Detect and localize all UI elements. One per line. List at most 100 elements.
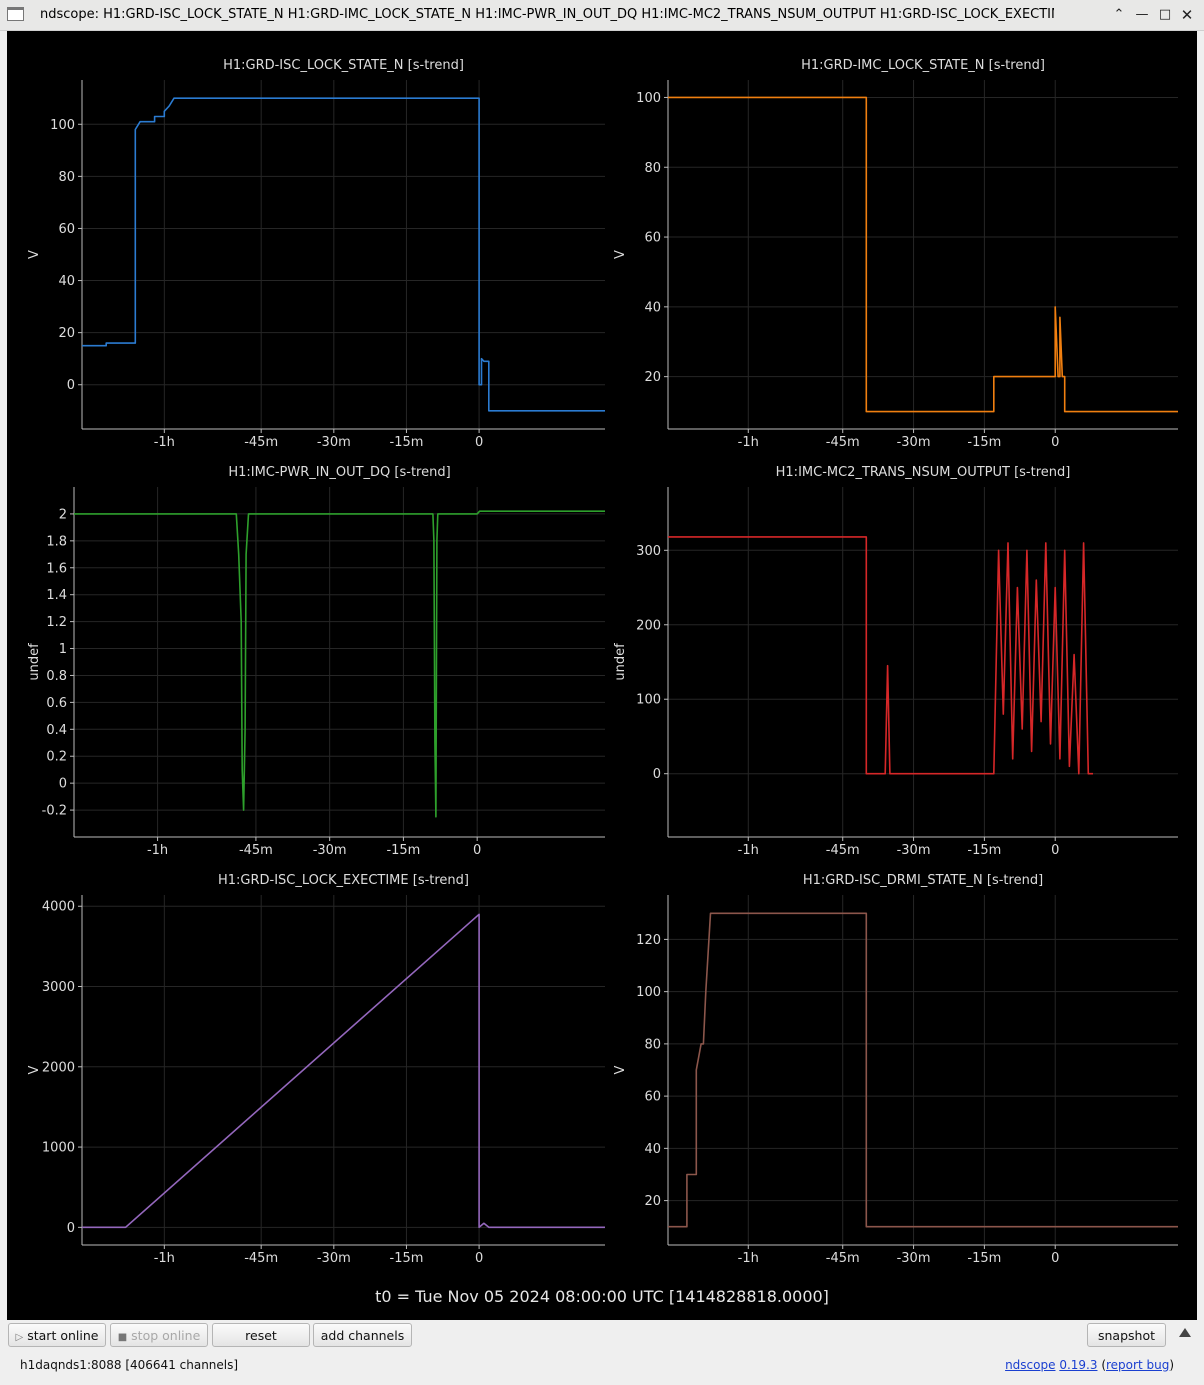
x-tick-label: -45m [826, 843, 860, 858]
x-tick-label: -45m [826, 1251, 860, 1266]
y-tick-label: 1 [59, 642, 67, 657]
y-tick-label: 40 [644, 300, 661, 315]
y-axis-label: V [613, 1065, 628, 1074]
y-tick-label: 1.8 [46, 534, 67, 549]
collapse-icon[interactable] [1179, 1328, 1191, 1337]
x-tick-label: -30m [317, 1251, 351, 1266]
y-tick-label: 60 [644, 1090, 661, 1105]
minimize-icon[interactable]: — [1135, 7, 1149, 22]
x-tick-label: -15m [967, 435, 1001, 450]
y-tick-label: 0.4 [46, 723, 67, 738]
y-tick-label: 0 [67, 1221, 75, 1236]
y-tick-label: 0.2 [46, 750, 67, 765]
y-tick-label: 1.6 [46, 561, 67, 576]
y-tick-label: 120 [636, 933, 661, 948]
stop-icon: ■ [117, 1332, 128, 1343]
y-tick-label: 100 [636, 693, 661, 708]
x-tick-label: -15m [967, 1251, 1001, 1266]
x-tick-label: 0 [1051, 435, 1059, 450]
x-tick-label: 0 [1051, 1251, 1059, 1266]
x-tick-label: -1h [738, 1251, 759, 1266]
y-tick-label: 40 [644, 1142, 661, 1157]
plot-title: H1:GRD-ISC_LOCK_STATE_N [s-trend] [223, 58, 464, 73]
x-tick-label: 0 [475, 435, 483, 450]
x-tick-label: -30m [313, 843, 347, 858]
y-tick-label: 0 [653, 767, 661, 782]
x-tick-label: -1h [147, 843, 168, 858]
x-tick-label: -45m [826, 435, 860, 450]
y-tick-label: 40 [58, 274, 75, 289]
x-tick-label: 0 [473, 843, 481, 858]
x-tick-label: -45m [239, 843, 273, 858]
data-trace [82, 97, 605, 412]
y-axis-label: V [613, 250, 628, 259]
window-title: ndscope: H1:GRD-ISC_LOCK_STATE_N H1:GRD-… [40, 7, 1054, 22]
start-online-button[interactable]: ▷ start online [8, 1323, 106, 1347]
y-tick-label: 200 [636, 618, 661, 633]
server-status: h1daqnds1:8088 [406641 channels] [20, 1358, 239, 1372]
y-tick-label: 300 [636, 544, 661, 559]
version-link[interactable]: 0.19.3 [1059, 1358, 1098, 1372]
data-trace [668, 536, 1093, 775]
t0-label: t0 = Tue Nov 05 2024 08:00:00 UTC [14148… [375, 1287, 829, 1306]
plot-area[interactable]: -1h -45m -30m -15m 0 0 20 40 60 80 100 H1:GRD-ISC_L… [7, 31, 1197, 1320]
y-axis-label: undef [27, 643, 42, 681]
x-tick-label: -30m [317, 435, 351, 450]
x-tick-label: -45m [244, 435, 278, 450]
reset-button[interactable]: reset [212, 1323, 310, 1347]
plots-canvas[interactable]: -1h -45m -30m -15m 0020406080100H1:GRD-ISC_L… [7, 31, 1197, 1320]
y-tick-label: 20 [644, 1194, 661, 1209]
x-tick-label: -30m [897, 843, 931, 858]
x-tick-label: -30m [897, 1251, 931, 1266]
x-tick-label: 0 [475, 1251, 483, 1266]
y-tick-label: 20 [644, 370, 661, 385]
y-tick-label: 3000 [42, 980, 75, 995]
y-tick-label: 20 [58, 326, 75, 341]
y-tick-label: 2000 [42, 1060, 75, 1075]
x-tick-label: -1h [154, 1251, 175, 1266]
y-tick-label: 1.2 [46, 615, 67, 630]
version-info: ndscope 0.19.3 (report bug) [1005, 1358, 1174, 1372]
x-tick-label: -15m [390, 1251, 424, 1266]
x-tick-label: -1h [738, 435, 759, 450]
snapshot-button[interactable]: snapshot [1087, 1323, 1166, 1347]
y-axis-label: V [27, 1065, 42, 1074]
y-tick-label: 100 [636, 985, 661, 1000]
title-bar: ndscope: H1:GRD-ISC_LOCK_STATE_N H1:GRD-… [0, 0, 1204, 31]
chevron-up-icon[interactable]: ⌃ [1113, 7, 1125, 22]
plot-title: H1:IMC-PWR_IN_OUT_DQ [s-trend] [228, 465, 450, 480]
plot-title: H1:GRD-ISC_LOCK_EXECTIME [s-trend] [218, 873, 469, 888]
x-tick-label: -1h [738, 843, 759, 858]
y-tick-label: 0.6 [46, 696, 67, 711]
y-tick-label: 1.4 [46, 588, 67, 603]
x-tick-label: -15m [967, 843, 1001, 858]
data-trace [74, 510, 605, 818]
y-tick-label: 80 [644, 161, 661, 176]
maximize-icon[interactable]: □ [1158, 7, 1172, 22]
y-tick-label: -0.2 [42, 804, 67, 819]
plot-title: H1:IMC-MC2_TRANS_NSUM_OUTPUT [s-trend] [776, 465, 1071, 480]
y-tick-label: 80 [58, 170, 75, 185]
plot-title: H1:GRD-ISC_DRMI_STATE_N [s-trend] [803, 873, 1043, 888]
y-tick-label: 0 [67, 378, 75, 393]
y-axis-label: undef [613, 643, 628, 681]
x-tick-label: -15m [390, 435, 424, 450]
x-tick-label: -15m [386, 843, 420, 858]
x-tick-label: 0 [1051, 843, 1059, 858]
y-tick-label: 60 [644, 231, 661, 246]
y-axis-label: V [27, 250, 42, 259]
y-tick-label: 0.8 [46, 669, 67, 684]
app-icon [7, 7, 24, 21]
ndscope-link[interactable]: ndscope [1005, 1358, 1056, 1372]
stop-online-button[interactable]: ■ stop online [110, 1323, 208, 1347]
add-channels-button[interactable]: add channels [313, 1323, 412, 1347]
x-tick-label: -30m [897, 435, 931, 450]
report-bug-link[interactable]: report bug [1106, 1358, 1170, 1372]
y-tick-label: 80 [644, 1037, 661, 1052]
y-tick-label: 60 [58, 222, 75, 237]
close-icon[interactable]: ✕ [1180, 6, 1194, 24]
data-trace [668, 912, 1178, 1228]
y-tick-label: 2 [59, 507, 67, 522]
play-icon: ▷ [15, 1332, 24, 1343]
y-tick-label: 100 [636, 91, 661, 106]
